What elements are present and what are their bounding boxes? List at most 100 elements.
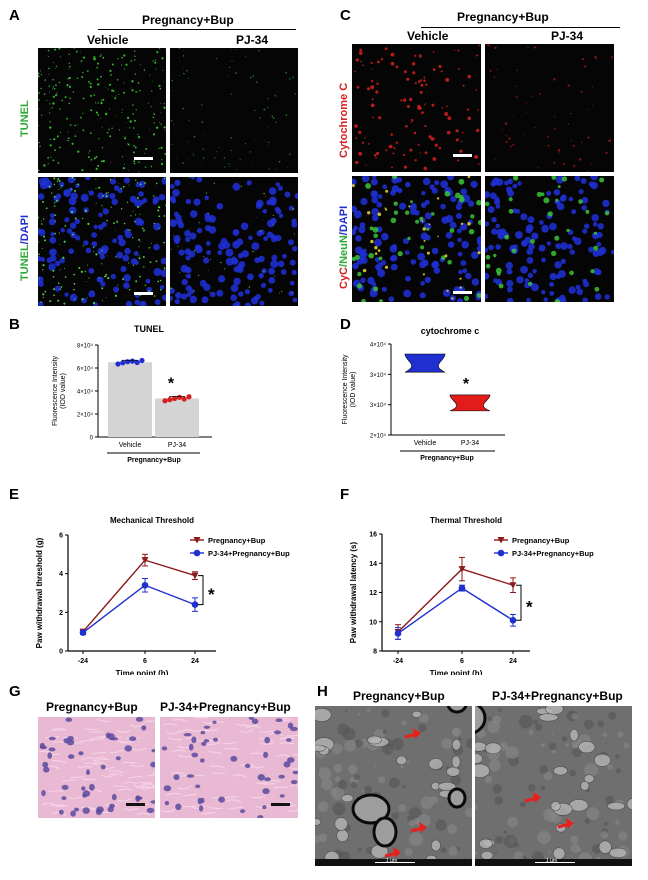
cell-dot <box>82 56 86 59</box>
y-axis-label: Fluorescence Intensity (IOD value) <box>342 354 357 425</box>
cell-dot <box>40 301 42 303</box>
cell-dot <box>423 239 426 242</box>
cell-dot <box>209 291 216 298</box>
cell-dot <box>409 148 413 152</box>
panel-c-cyc-pj34-image <box>485 44 614 172</box>
cell-dot <box>406 77 410 81</box>
cell-dot <box>374 246 378 250</box>
cell-dot <box>117 284 119 286</box>
cell-dot <box>157 209 160 212</box>
cell-dot <box>176 157 178 159</box>
cell-dot <box>377 262 383 269</box>
cell-dot <box>450 196 457 203</box>
panel-g-he-stain-image-2 <box>160 717 298 818</box>
cell-dot <box>158 147 160 149</box>
cell-dot <box>553 161 556 164</box>
cell-dot <box>277 260 285 268</box>
cell-dot <box>426 227 430 231</box>
cell-dot <box>58 282 60 284</box>
cell-dot <box>249 76 252 79</box>
fiber <box>288 784 298 788</box>
cell-dot <box>459 286 462 289</box>
vesicle <box>315 818 322 826</box>
cell-dot <box>101 160 103 163</box>
cell-dot <box>99 252 101 254</box>
cell-dot <box>424 276 431 284</box>
cell-dot <box>527 216 535 224</box>
cell-dot <box>198 274 200 276</box>
nucleus <box>68 754 75 759</box>
cell-dot <box>138 161 140 164</box>
x-axis-label: Time point (h) <box>116 669 169 675</box>
cell-dot <box>384 47 388 51</box>
vesicle <box>411 710 422 718</box>
cell-dot <box>148 129 150 131</box>
cell-dot <box>92 291 94 293</box>
tem-scale-bar <box>375 862 415 863</box>
granule <box>583 719 594 730</box>
nucleus <box>78 751 84 756</box>
nucleus <box>82 790 91 797</box>
cell-dot <box>492 177 500 186</box>
granule <box>333 763 343 773</box>
granule <box>584 762 598 777</box>
cell-dot <box>139 183 142 186</box>
cell-dot <box>74 217 77 220</box>
cell-dot <box>590 181 598 190</box>
cell-dot <box>292 76 295 79</box>
cell-dot <box>458 67 460 70</box>
cell-dot <box>477 109 479 111</box>
cell-dot <box>403 289 412 298</box>
fiber <box>91 751 107 755</box>
cell-dot <box>182 107 185 110</box>
fiber <box>261 782 276 785</box>
panel-a-row-label-tunel-dapi: TUNEL/DAPI <box>19 201 31 281</box>
cell-dot <box>38 99 40 101</box>
cell-dot <box>470 180 478 188</box>
cell-dot <box>526 224 534 232</box>
cell-dot <box>137 134 139 136</box>
cell-dot <box>262 209 267 214</box>
cell-dot <box>73 273 76 276</box>
granule <box>354 739 364 748</box>
nucleus <box>287 722 294 729</box>
granule <box>418 723 427 732</box>
cell-dot <box>183 49 184 51</box>
cell-dot <box>588 246 595 253</box>
cell-dot <box>174 179 181 186</box>
y-axis-label-text: Paw withdrawal latency (s) <box>349 541 358 643</box>
cell-dot <box>137 136 141 139</box>
panel-c-group-line <box>421 27 620 28</box>
cell-dot <box>43 164 46 167</box>
nucleus <box>183 733 192 737</box>
panel-h-tem-image-1: 1 μm <box>315 706 472 866</box>
cell-dot <box>170 295 173 302</box>
cell-dot <box>161 177 166 185</box>
cell-dot <box>55 84 57 86</box>
cell-dot <box>593 268 600 275</box>
y-tick-label: 14 <box>369 561 377 568</box>
cell-dot <box>49 248 57 257</box>
cell-dot <box>53 183 56 186</box>
cell-dot <box>281 290 283 292</box>
cell-dot <box>165 49 166 51</box>
cell-dot <box>251 242 260 251</box>
cell-dot <box>198 222 200 224</box>
cell-dot <box>48 67 50 70</box>
cell-dot <box>90 109 93 112</box>
granule <box>495 835 504 844</box>
cell-dot <box>267 97 269 100</box>
cell-dot <box>137 82 140 84</box>
cell-dot <box>110 74 112 76</box>
cell-dot <box>58 232 60 234</box>
cell-dot <box>232 240 240 249</box>
cell-dot <box>459 149 463 153</box>
series-line <box>397 568 514 633</box>
nucleus <box>278 774 285 779</box>
cell-dot <box>218 275 226 283</box>
cell-dot <box>154 295 156 297</box>
cell-dot <box>214 157 216 159</box>
cell-dot <box>395 141 398 144</box>
cell-dot <box>496 68 498 70</box>
cell-dot <box>107 88 109 90</box>
